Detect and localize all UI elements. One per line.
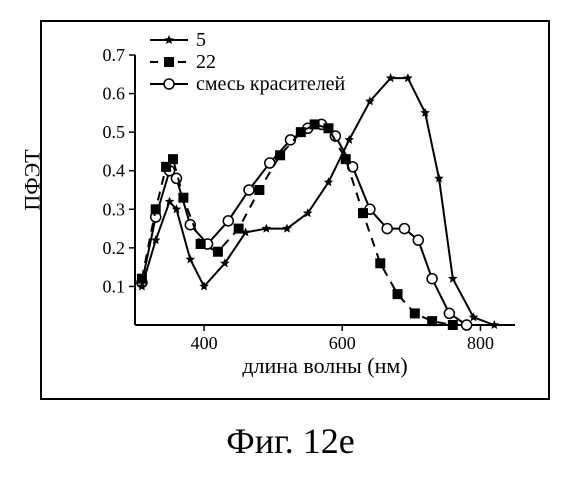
svg-text:0.7: 0.7 <box>103 45 126 65</box>
svg-text:22: 22 <box>196 51 216 73</box>
svg-text:400: 400 <box>191 333 218 353</box>
svg-text:0.4: 0.4 <box>103 161 126 181</box>
svg-text:800: 800 <box>467 333 494 353</box>
svg-text:0.5: 0.5 <box>103 122 126 142</box>
svg-text:0.3: 0.3 <box>103 199 126 219</box>
svg-text:5: 5 <box>196 29 206 51</box>
svg-text:0.6: 0.6 <box>103 84 126 104</box>
svg-text:600: 600 <box>329 333 356 353</box>
svg-text:0.1: 0.1 <box>103 276 126 296</box>
svg-text:смесь красителей: смесь красителей <box>196 73 346 95</box>
svg-text:длина волны (нм): длина волны (нм) <box>242 353 407 378</box>
svg-text:0.2: 0.2 <box>103 238 126 258</box>
chart-svg: 0.1 0.2 0.3 0.4 0.5 0.6 0.7 400 600 800 длина волн… <box>0 0 581 420</box>
figure-caption: Фиг. 12e <box>0 420 581 462</box>
